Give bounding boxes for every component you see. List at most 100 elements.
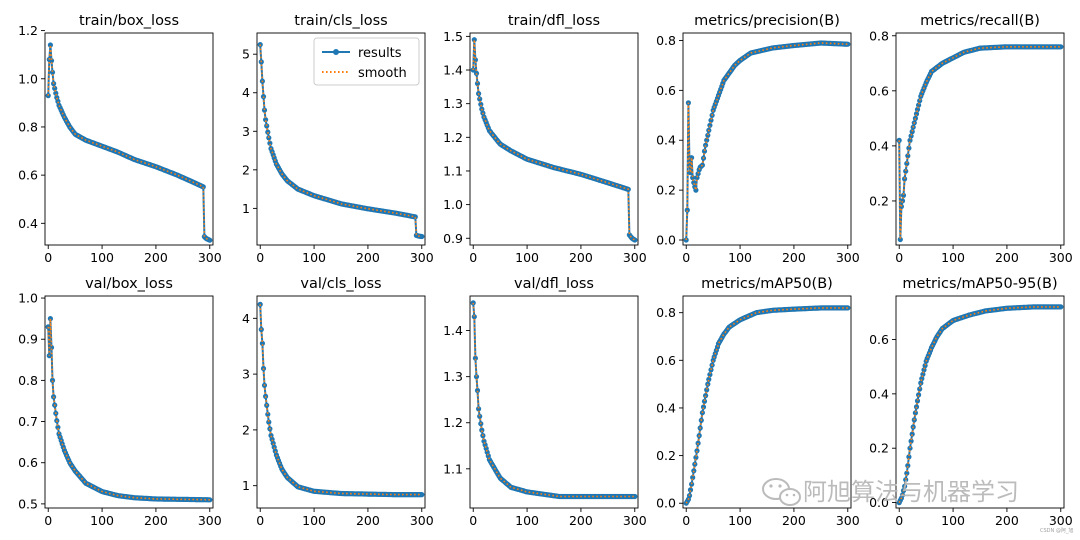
y-tick-label: 0.2 — [656, 448, 676, 463]
results-point — [917, 386, 923, 392]
results-point — [264, 123, 270, 129]
smooth-line — [472, 302, 635, 498]
y-tick-label: 0.0 — [656, 233, 676, 248]
x-tick-label: 300 — [1049, 250, 1073, 265]
y-tick-label: 0.4 — [656, 400, 676, 415]
y-tick-label: 0.4 — [869, 138, 889, 153]
results-point — [845, 305, 851, 311]
results-markers — [45, 42, 213, 243]
results-point — [900, 192, 907, 198]
results-point — [1058, 304, 1064, 310]
results-point — [1058, 44, 1064, 50]
results-point — [905, 463, 911, 469]
smooth-line — [472, 39, 636, 241]
y-tick-label: 1.5 — [443, 29, 463, 44]
x-tick-label: 300 — [410, 250, 434, 265]
y-tick-label: 3 — [242, 367, 250, 382]
y-tick-label: 1.4 — [443, 63, 463, 78]
smooth-line — [259, 44, 422, 238]
axes-frame — [256, 32, 426, 246]
results-line — [472, 302, 635, 498]
y-tick-label: 4 — [242, 311, 250, 326]
y-tick-label: 0.2 — [869, 441, 889, 456]
y-tick-label: 4 — [242, 85, 250, 100]
x-tick-label: 0 — [469, 513, 477, 528]
results-point — [921, 367, 927, 373]
y-tick-label: 1.0 — [443, 197, 463, 212]
axes-frame — [256, 295, 426, 509]
smooth-line — [685, 307, 848, 504]
x-tick-label: 200 — [144, 250, 168, 265]
x-tick-label: 200 — [782, 513, 806, 528]
x-tick-label: 0 — [682, 250, 690, 265]
legend-box — [313, 37, 420, 86]
y-tick-label: 0.0 — [869, 495, 889, 510]
y-tick-label: 0.6 — [18, 168, 38, 183]
y-tick-label: 1 — [242, 201, 250, 216]
y-tick-label: 1.3 — [443, 96, 463, 111]
x-tick-label: 0 — [44, 250, 52, 265]
results-point — [53, 90, 59, 96]
y-tick-label: 2 — [242, 422, 250, 437]
legend-results-label: results — [358, 46, 402, 61]
legend-results-marker — [333, 49, 339, 55]
results-line — [898, 305, 1061, 504]
results-markers — [470, 37, 638, 243]
results-markers — [683, 40, 851, 243]
x-tick-label: 100 — [515, 250, 539, 265]
y-tick-label: 0.4 — [18, 216, 38, 231]
results-point — [904, 160, 910, 167]
results-point — [909, 129, 915, 135]
results-point — [474, 387, 481, 394]
results-point — [268, 432, 274, 439]
x-tick-label: 300 — [198, 513, 222, 528]
subplot-title: metrics/mAP50-95(B) — [902, 276, 1057, 292]
y-tick-label: 0.2 — [869, 193, 889, 208]
x-tick-label: 200 — [569, 250, 593, 265]
smooth-line — [685, 42, 848, 241]
results-point — [471, 314, 477, 320]
subplot-title: val/box_loss — [85, 276, 173, 292]
subplot-3: metrics/precision(B) 0 100 200 300 0.0 0.2 0.4 0… — [656, 13, 860, 265]
y-tick-label: 1.3 — [443, 369, 463, 384]
results-point — [412, 214, 418, 220]
x-tick-label: 100 — [302, 250, 326, 265]
subplot-7: val/dfl_loss 0 100 200 300 1.1 1.2 1.3 1.4 — [443, 276, 647, 528]
results-point — [52, 85, 58, 91]
y-tick-label: 5 — [242, 47, 250, 62]
y-tick-label: 0.8 — [869, 28, 889, 43]
results-point — [916, 102, 922, 108]
results-point — [700, 404, 707, 410]
y-tick-label: 0.9 — [443, 231, 463, 246]
results-point — [897, 236, 903, 243]
y-tick-label: 1.2 — [443, 415, 463, 430]
x-tick-label: 100 — [941, 250, 965, 265]
results-point — [269, 436, 275, 442]
subplot-4: metrics/recall(B) 0 100 200 300 0.2 0.4 0.6 0.8 — [869, 13, 1073, 265]
results-point — [261, 107, 268, 113]
y-tick-label: 0.8 — [656, 33, 676, 48]
results-point — [708, 117, 714, 123]
axes-frame — [682, 32, 852, 246]
results-point — [701, 148, 708, 154]
subplot-8: metrics/mAP50(B) 0 100 200 300 0.0 0.2 0.4 0.6 0.… — [656, 276, 860, 528]
results-point — [899, 198, 906, 204]
x-tick-label: 300 — [836, 250, 860, 265]
results-point — [684, 207, 690, 213]
y-tick-label: 0.6 — [656, 83, 676, 98]
x-tick-label: 200 — [569, 513, 593, 528]
results-point — [693, 454, 699, 461]
results-point — [913, 111, 920, 117]
subplot-title: metrics/recall(B) — [920, 13, 1040, 29]
results-point — [907, 445, 913, 451]
results-point — [55, 98, 61, 104]
subplot-title: metrics/mAP50(B) — [701, 276, 833, 292]
results-point — [479, 427, 485, 433]
x-tick-label: 300 — [623, 250, 647, 265]
results-point — [266, 135, 272, 141]
x-tick-label: 200 — [356, 250, 380, 265]
results-line — [47, 44, 211, 242]
y-tick-label: 0.8 — [18, 119, 38, 134]
smooth-line — [259, 304, 422, 496]
results-point — [706, 376, 712, 382]
